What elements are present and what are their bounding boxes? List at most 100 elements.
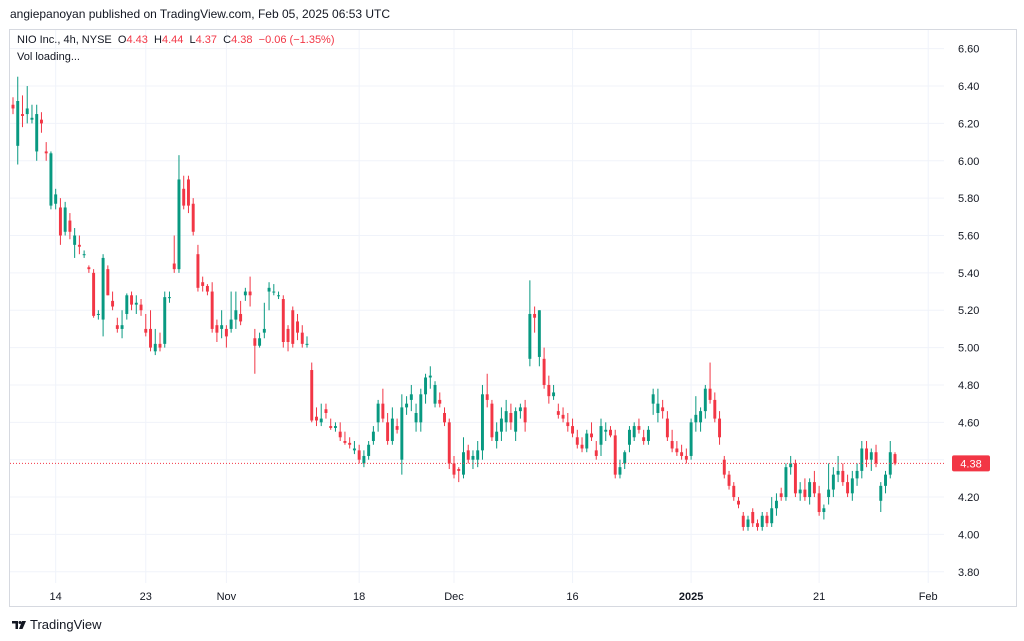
candle <box>149 310 152 352</box>
candle-body <box>756 523 759 527</box>
candle <box>860 441 864 479</box>
candle-body <box>343 441 347 443</box>
candle <box>466 444 470 464</box>
candle-body <box>585 433 589 449</box>
candle-body <box>888 452 892 475</box>
candle-body <box>713 399 717 419</box>
candle-body <box>789 463 793 468</box>
candle <box>537 310 541 367</box>
candle-body <box>177 179 181 270</box>
candle <box>186 175 190 214</box>
candle <box>362 450 366 468</box>
candle-body <box>390 418 394 442</box>
candle-body <box>661 407 665 412</box>
candle <box>300 325 304 348</box>
candle <box>836 455 840 483</box>
candle <box>367 441 371 460</box>
candle-body <box>613 435 617 475</box>
candle <box>528 280 532 367</box>
price-tick-label: 5.40 <box>958 268 979 280</box>
candle <box>405 396 409 415</box>
candle <box>708 362 712 404</box>
candle <box>808 478 812 505</box>
candle <box>798 482 802 501</box>
candle-body <box>49 153 53 206</box>
candle <box>386 412 390 445</box>
candle <box>390 407 394 445</box>
candle <box>139 299 143 316</box>
candle-body <box>139 304 143 311</box>
candle-body <box>561 414 565 419</box>
candle-body <box>376 403 380 423</box>
candle <box>58 198 62 245</box>
candle <box>428 366 432 389</box>
candle-body <box>286 328 290 342</box>
last-price-tag <box>952 455 990 472</box>
candle <box>457 467 461 483</box>
candle-body <box>466 450 470 460</box>
candle-body <box>485 394 489 400</box>
candle-body <box>172 263 176 270</box>
candle-body <box>371 431 375 442</box>
symbol-title[interactable]: NIO Inc., 4h, NYSE <box>17 34 112 46</box>
volume-status: Vol loading... <box>17 51 80 63</box>
candle-body <box>699 411 703 423</box>
candle <box>637 418 641 434</box>
candle <box>272 284 276 296</box>
candle-body <box>77 244 81 247</box>
candle <box>485 373 489 408</box>
candle <box>224 325 228 348</box>
candle-body <box>163 297 167 344</box>
candle-body <box>836 470 840 475</box>
candle-body <box>850 478 854 494</box>
candle-body <box>684 455 688 460</box>
candle <box>599 418 603 456</box>
candle <box>623 450 627 470</box>
candle <box>253 328 257 374</box>
candle-body <box>443 412 446 423</box>
candle-body <box>808 482 812 498</box>
candle <box>618 459 622 479</box>
candle <box>869 448 873 471</box>
candle-body <box>642 437 646 442</box>
candle <box>765 512 769 527</box>
candle-body <box>793 463 797 494</box>
candle <box>831 467 835 498</box>
candle-body <box>386 422 390 442</box>
candle <box>82 250 86 258</box>
candle-body <box>224 328 228 337</box>
candle <box>39 112 43 133</box>
price-tick-label: 4.20 <box>958 492 979 504</box>
candle <box>229 291 233 333</box>
candle <box>661 399 665 419</box>
candle-body <box>490 403 494 438</box>
candle-body <box>248 291 252 296</box>
footer-brand[interactable]: TradingView <box>12 617 102 632</box>
candle <box>130 291 134 311</box>
time-tick-label: 14 <box>50 591 62 603</box>
candle-body <box>609 429 612 436</box>
candle-body <box>651 394 655 404</box>
candle-body <box>533 313 537 318</box>
candle <box>499 407 503 442</box>
candle-body <box>504 411 508 423</box>
candle-body <box>234 310 238 320</box>
candle <box>443 407 446 427</box>
candle-body <box>395 426 399 430</box>
candle-body <box>646 429 650 442</box>
candle <box>419 388 423 432</box>
candle <box>54 188 58 210</box>
candle <box>115 317 119 333</box>
candle-body <box>424 377 428 395</box>
candle-body <box>96 313 100 315</box>
price-tick-label: 6.40 <box>958 81 979 93</box>
candle-body <box>623 452 627 464</box>
candle-body <box>495 431 499 442</box>
candle-body <box>566 422 570 427</box>
candle-body <box>134 302 138 305</box>
candle <box>96 310 100 320</box>
candle <box>44 142 48 161</box>
candle-body <box>253 338 257 346</box>
candle-body <box>855 470 859 479</box>
